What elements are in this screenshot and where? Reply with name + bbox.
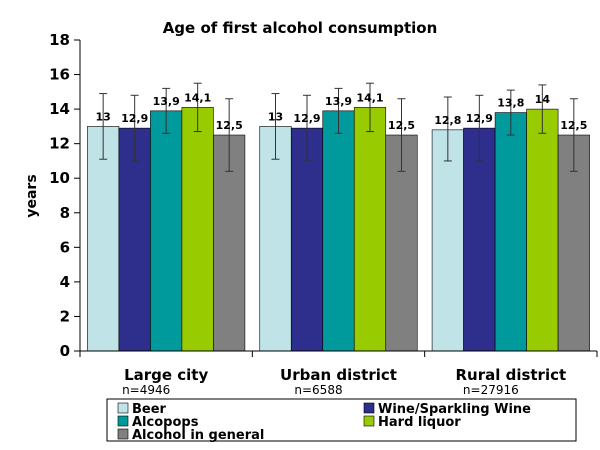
bar (526, 108, 559, 352)
y-tick-label: 0 (60, 342, 70, 360)
legend-box (106, 398, 577, 442)
category-sample-size: n=4946 (122, 383, 170, 397)
data-label: 12,9 (293, 112, 320, 125)
bar (87, 126, 120, 352)
x-category-label: Large city (124, 366, 208, 384)
legend-label: Alcohol in general (132, 428, 264, 443)
legend: Beer Wine/Sparkling Wine Alcopops Hard liqu… (106, 398, 577, 443)
data-label: 13 (96, 110, 111, 123)
data-label: 14,1 (356, 91, 383, 104)
bar (118, 127, 151, 352)
data-label: 13 (268, 110, 283, 123)
data-label: 13,9 (325, 95, 352, 108)
y-tick-label: 14 (49, 100, 70, 118)
legend-swatch (363, 415, 375, 427)
data-label: 12,5 (216, 119, 243, 132)
chart-title: Age of first alcohol consumption (163, 19, 438, 37)
bar (431, 129, 464, 352)
bar (150, 110, 183, 352)
bar (353, 107, 387, 352)
y-tick-label: 12 (49, 135, 70, 153)
bar (290, 127, 324, 352)
y-tick-label: 2 (60, 307, 70, 325)
y-tick-label: 16 (49, 66, 70, 84)
legend-swatch (117, 415, 129, 427)
x-category-label: Urban district (280, 366, 397, 384)
data-label: 12,9 (466, 112, 493, 125)
category-sample-size: n=6588 (294, 383, 342, 397)
y-axis-label: years (24, 174, 40, 217)
data-label: 13,8 (497, 97, 524, 110)
legend-label: Beer (132, 402, 167, 417)
y-tick-label: 6 (60, 238, 70, 256)
y-tick-label: 18 (49, 31, 70, 49)
legend-label: Hard liquor (378, 415, 461, 430)
bar (494, 112, 527, 352)
y-tick-label: 4 (60, 273, 70, 291)
legend-swatch (363, 402, 375, 414)
bar (322, 110, 355, 352)
y-tick-label: 8 (60, 204, 70, 222)
data-label: 14,1 (184, 91, 211, 104)
bar (181, 107, 214, 352)
data-label: 13,9 (153, 95, 180, 108)
data-label: 12,9 (121, 112, 148, 125)
data-label: 12,5 (388, 119, 415, 132)
data-label: 12,5 (560, 119, 587, 132)
bar (259, 126, 292, 352)
data-label: 14 (535, 93, 551, 106)
category-sample-size: n=27916 (463, 383, 519, 397)
data-label: 12,8 (434, 114, 461, 127)
legend-label: Alcopops (132, 415, 199, 430)
y-tick-label: 10 (49, 169, 70, 187)
x-category-label: Rural district (455, 366, 566, 384)
legend-swatch (117, 428, 129, 440)
legend-label: Wine/Sparkling Wine (378, 402, 531, 417)
legend-swatch (117, 402, 129, 414)
bar (463, 127, 496, 352)
